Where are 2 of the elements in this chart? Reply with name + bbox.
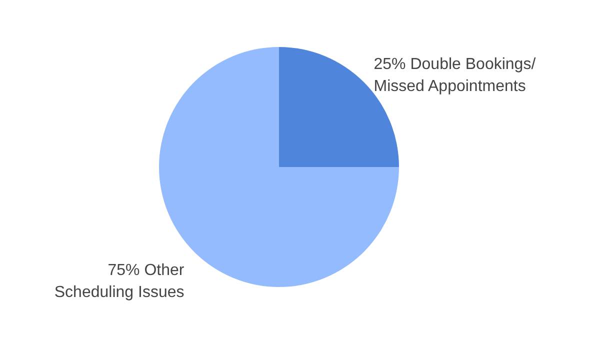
slice-label: 25% Double Bookings/ Missed Appointments xyxy=(374,56,536,96)
slice-label: 75% Other Scheduling Issues xyxy=(54,262,185,301)
